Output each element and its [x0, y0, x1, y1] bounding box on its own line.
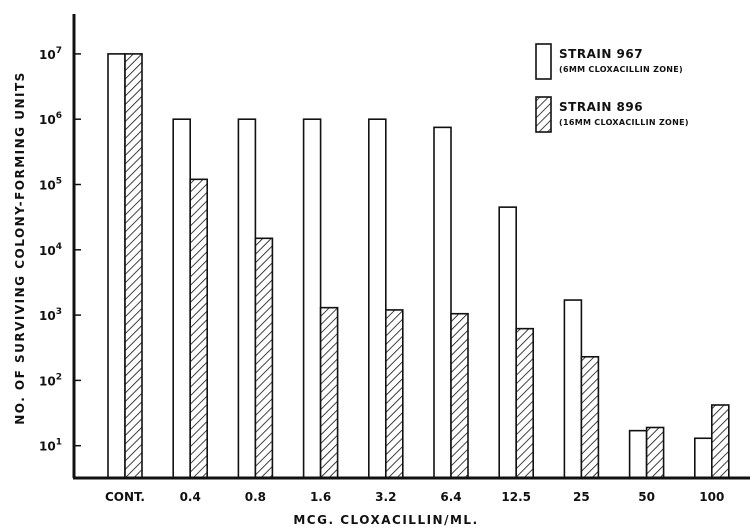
y-tick-label: 106 — [39, 111, 62, 127]
bar-strain-896 — [710, 404, 730, 479]
x-tick-label: 1.6 — [310, 490, 331, 504]
legend-swatch-strain-967 — [535, 43, 552, 80]
bar-strain-896 — [319, 306, 339, 479]
x-tick-label: 100 — [699, 490, 724, 504]
legend-label-strain-896: STRAIN 896 — [559, 100, 643, 114]
plot-area: 101 102 103 104 105 106 107 CONT. 0.4 0.8 1.6 3.2 6.… — [39, 46, 730, 504]
y-tick-label: 105 — [39, 177, 62, 193]
x-tick-label: 12.5 — [501, 490, 531, 504]
x-tick-label: 0.8 — [245, 490, 266, 504]
bar-strain-967 — [172, 118, 191, 479]
y-axis-title: NO. OF SURVIVING COLONY-FORMING UNITS — [13, 71, 27, 425]
bar-strain-896 — [515, 327, 535, 479]
y-tick-label: 101 — [39, 438, 62, 454]
x-tick-label: 25 — [573, 490, 590, 504]
y-tick-label: 103 — [39, 307, 62, 323]
legend-swatch-strain-896 — [535, 96, 552, 133]
bar-strain-896 — [189, 178, 208, 479]
bar-strain-896 — [450, 312, 469, 479]
legend-note-strain-896: (16MM CLOXACILLIN ZONE) — [559, 118, 689, 127]
legend: STRAIN 967 (6MM CLOXACILLIN ZONE) STRAIN… — [535, 43, 689, 133]
x-tick-label: 6.4 — [440, 490, 461, 504]
legend-label-strain-967: STRAIN 967 — [559, 47, 643, 61]
bar-strain-967 — [563, 299, 583, 479]
legend-note-strain-967: (6MM CLOXACILLIN ZONE) — [559, 65, 683, 74]
bar-strain-896 — [580, 355, 600, 479]
y-tick-label: 104 — [39, 242, 62, 258]
bar-strain-967 — [237, 118, 257, 479]
bar-strain-896 — [384, 309, 404, 479]
y-tick-label: 107 — [39, 46, 62, 62]
bar-strain-896 — [124, 53, 143, 479]
x-tick-label: 0.4 — [180, 490, 201, 504]
x-axis-title: MCG. CLOXACILLIN/ML. — [293, 513, 478, 527]
bar-strain-967 — [433, 126, 452, 479]
bar-strain-967 — [107, 53, 126, 479]
x-tick-label: 3.2 — [375, 490, 396, 504]
y-tick-label: 102 — [39, 372, 62, 388]
x-tick-label: CONT. — [105, 490, 145, 504]
bar-strain-967 — [367, 118, 387, 479]
bar-strain-967 — [693, 437, 713, 479]
bar-strain-967 — [302, 118, 322, 479]
bar-strain-896 — [645, 426, 665, 479]
x-tick-label: 50 — [638, 490, 655, 504]
bar-strain-967 — [498, 206, 518, 479]
bar-strain-967 — [628, 429, 648, 479]
bar-strain-896 — [254, 237, 274, 479]
